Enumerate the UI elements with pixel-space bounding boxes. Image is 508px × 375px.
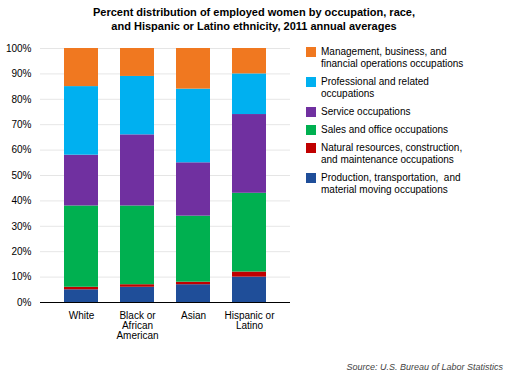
svg-text:20%: 20%: [11, 245, 31, 256]
svg-text:30%: 30%: [11, 220, 31, 231]
svg-text:70%: 70%: [11, 118, 31, 129]
svg-text:90%: 90%: [11, 68, 31, 79]
svg-text:50%: 50%: [11, 169, 31, 180]
svg-text:40%: 40%: [11, 195, 31, 206]
svg-text:Hispanic orLatino: Hispanic orLatino: [224, 309, 275, 330]
html-text:Source: U.S. Bureau of Labor S: Source: U.S. Bureau of Labor Statistics: [346, 362, 503, 372]
html-text:Production, transportation, an: Production, transportation, and material…: [321, 171, 461, 195]
svg-text:Asian: Asian: [181, 309, 206, 320]
html-text:Service occupations: Service occupations: [321, 105, 411, 117]
html-text:Management, business, and fina: Management, business, and financial oper…: [321, 45, 464, 69]
svg-text:White: White: [69, 309, 95, 320]
html-text:Sales and office occupations: Sales and office occupations: [321, 123, 449, 135]
svg-text:60%: 60%: [11, 144, 31, 155]
svg-text:100%: 100%: [6, 42, 32, 53]
html-text:Natural resources, constructio: Natural resources, construction, and mai…: [321, 141, 463, 165]
svg-text:0%: 0%: [17, 296, 32, 307]
svg-text:Black orAfricanAmerican: Black orAfricanAmerican: [116, 309, 158, 340]
html-text:Percent distribution of employ: Percent distribution of employed women b…: [92, 6, 416, 32]
svg-text:80%: 80%: [11, 93, 31, 104]
html-text:Professional and related occup: Professional and related occupations: [321, 75, 429, 99]
svg-text:10%: 10%: [11, 271, 31, 282]
